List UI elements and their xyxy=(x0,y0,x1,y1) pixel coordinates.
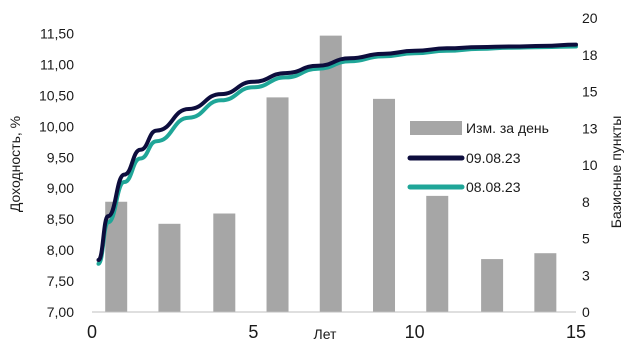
y-left-tick-label: 8,00 xyxy=(47,242,74,258)
bar-8 xyxy=(481,259,504,312)
y-right-tick-label: 20 xyxy=(582,10,598,26)
bar-7 xyxy=(426,195,449,312)
bar-6 xyxy=(373,98,396,312)
y-left-tick-label: 8,50 xyxy=(47,211,74,227)
legend-label-bars: Изм. за день xyxy=(466,120,549,136)
y-right-tick-label: 0 xyxy=(582,304,590,320)
x-tick-label: 10 xyxy=(405,322,425,342)
y-left-tick-label: 11,50 xyxy=(40,25,74,41)
bars-layer xyxy=(105,35,557,312)
y-left-tick-label: 9,50 xyxy=(47,149,74,165)
bar-9 xyxy=(534,253,557,312)
y-right-tick-label: 8 xyxy=(582,194,590,210)
legend-bar-swatch xyxy=(410,121,462,135)
legend: Изм. за день 09.08.23 08.08.23 xyxy=(407,120,549,195)
bar-3 xyxy=(213,213,236,312)
y-left-tick-label: 11,00 xyxy=(40,56,74,72)
lines-layer xyxy=(96,42,578,266)
bar-5 xyxy=(319,35,342,312)
x-tick-label: 0 xyxy=(87,322,97,342)
legend-label-08.08.23: 08.08.23 xyxy=(466,179,521,195)
y-right-tick-label: 10 xyxy=(582,157,598,173)
y-left-tick-label: 10,50 xyxy=(39,87,74,103)
y-right-tick-label: 15 xyxy=(582,84,598,100)
y-right-tick-label: 3 xyxy=(582,267,590,283)
bar-2 xyxy=(158,223,181,312)
series-line-09.08.23 xyxy=(96,42,578,262)
y-right-tick-label: 5 xyxy=(582,231,590,247)
axes-layer: 0 5 10 15 7,00 7,50 8,00 8,50 9,00 9,50 10,00 10,50… xyxy=(39,10,598,342)
y-left-tick-label: 10,00 xyxy=(39,118,74,134)
y-right-tick-label: 13 xyxy=(582,120,598,136)
y-left-tick-label: 7,00 xyxy=(47,304,74,320)
bar-4 xyxy=(266,97,289,312)
y-axis-right-title: Базисные пункты xyxy=(608,116,624,229)
x-axis-title: Лет xyxy=(314,326,338,342)
bar-1 xyxy=(105,201,128,312)
legend-label-09.08.23: 09.08.23 xyxy=(466,150,521,166)
x-tick-label: 5 xyxy=(248,322,258,342)
y-axis-left-title: Доходность, % xyxy=(7,116,23,212)
y-left-tick-label: 9,00 xyxy=(47,180,74,196)
y-left-tick-label: 7,50 xyxy=(47,273,74,289)
y-right-tick-label: 18 xyxy=(582,47,598,63)
x-tick-label: 15 xyxy=(566,322,586,342)
